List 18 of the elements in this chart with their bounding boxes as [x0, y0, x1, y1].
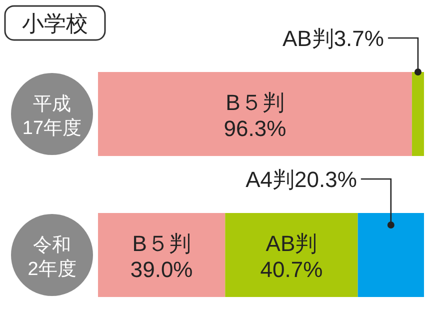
bar	[358, 213, 424, 297]
bar	[225, 213, 358, 297]
category-label: 令和 2年度	[11, 214, 93, 296]
title: 小学校	[4, 5, 106, 41]
y-tick-label: 平成 17年度	[22, 94, 82, 139]
data-label: 39.0%	[130, 257, 193, 282]
y-tick-label: 令和 2年度	[28, 235, 76, 280]
bar	[98, 213, 226, 297]
category-label: 平成 17年度	[11, 73, 93, 155]
data-label: 40.7%	[260, 257, 323, 282]
callout: A4判20.3%	[246, 167, 394, 228]
bar	[98, 72, 412, 156]
text: B５判	[132, 231, 191, 256]
chart-title: 小学校	[22, 11, 88, 36]
data-label: 96.3%	[224, 116, 286, 141]
series-label: B５判	[226, 90, 284, 115]
callout: AB判3.7%	[282, 26, 422, 76]
series-label: AB判	[266, 231, 318, 256]
